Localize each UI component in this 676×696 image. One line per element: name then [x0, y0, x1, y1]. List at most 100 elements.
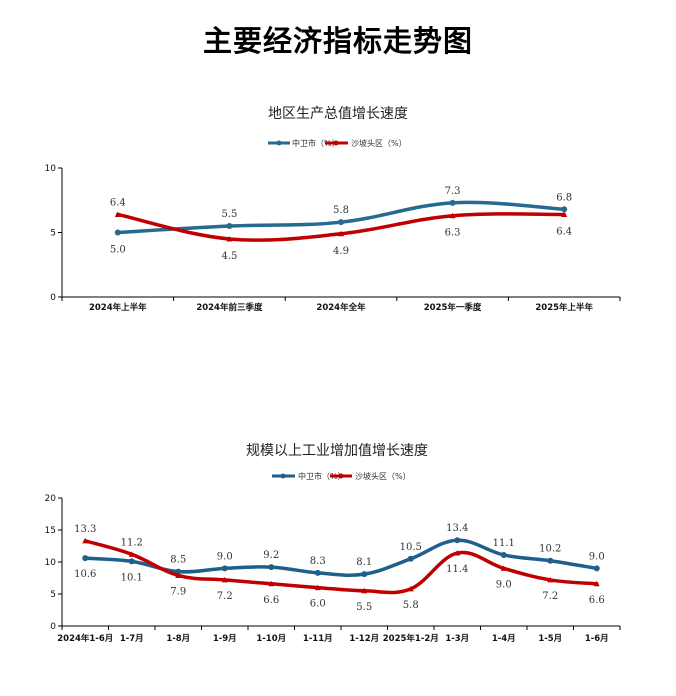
data-point — [361, 571, 368, 578]
data-label: 5.8 — [333, 205, 349, 216]
x-tick-label: 1-5月 — [538, 634, 562, 644]
data-point — [449, 212, 456, 219]
data-label: 11.2 — [121, 537, 143, 548]
legend-marker-series-1 — [280, 473, 286, 479]
data-label: 13.3 — [74, 524, 96, 535]
x-tick-label: 1-9月 — [213, 634, 237, 644]
data-point — [561, 206, 568, 213]
data-point — [128, 551, 135, 557]
x-tick-label: 2024年前三季度 — [196, 302, 263, 313]
data-label: 8.3 — [310, 556, 326, 567]
data-point — [361, 587, 368, 594]
data-point — [221, 576, 228, 583]
data-label: 4.5 — [221, 251, 237, 262]
data-point — [500, 551, 507, 558]
x-tick-label: 2025年一季度 — [424, 302, 482, 313]
data-point — [407, 585, 414, 592]
y-tick-label: 10 — [45, 558, 57, 568]
data-label: 10.1 — [121, 572, 143, 583]
y-tick-label: 0 — [50, 622, 56, 632]
data-label: 7.2 — [542, 591, 558, 602]
data-label: 8.1 — [356, 557, 372, 568]
data-point — [593, 580, 600, 587]
data-label: 9.0 — [496, 579, 512, 590]
data-label: 7.2 — [217, 591, 233, 602]
x-tick-label: 1-7月 — [120, 634, 144, 644]
x-tick-label: 2024年上半年 — [89, 302, 147, 313]
chart-series-lines — [114, 199, 568, 242]
data-point — [454, 537, 461, 544]
series-line-2 — [83, 539, 599, 595]
series-line-1 — [83, 538, 599, 577]
gdp-growth-chart: 地区生产总值增长速度 中卫市（%） 沙坡头区（%） 0 5 10 2024年上半年 20… — [45, 106, 621, 313]
chart-title: 地区生产总值增长速度 — [268, 106, 408, 122]
data-label: 6.3 — [445, 228, 461, 239]
data-point — [268, 564, 275, 571]
data-point — [128, 558, 135, 565]
data-point — [593, 565, 600, 572]
x-tick-label: 1-11月 — [303, 634, 333, 644]
data-label: 5.8 — [403, 600, 419, 611]
x-tick-label: 1-10月 — [256, 634, 286, 644]
data-point — [500, 565, 507, 571]
data-point — [114, 211, 121, 217]
data-label: 6.4 — [556, 226, 572, 237]
data-point — [547, 576, 554, 583]
data-point — [338, 219, 344, 226]
data-point — [547, 557, 554, 564]
data-label: 10.6 — [74, 569, 96, 580]
y-tick-label: 5 — [50, 590, 56, 600]
data-point — [221, 565, 228, 572]
x-tick-label: 1-8月 — [166, 634, 190, 644]
x-tick-label: 2025年上半年 — [535, 302, 593, 313]
data-point — [82, 555, 89, 562]
data-point — [407, 555, 414, 562]
y-tick-label: 0 — [50, 293, 56, 303]
page-title: 主要经济指标走势图 — [202, 24, 473, 58]
data-point — [338, 230, 344, 237]
chart-data-labels: 10.6 13.3 10.1 11.2 8.5 7.9 9.0 7.2 9.2 6.6 8.3 6.0… — [74, 523, 605, 613]
data-label: 8.5 — [170, 555, 186, 566]
legend-marker-series-2 — [333, 140, 339, 146]
chart-data-labels: 5.0 6.4 5.5 4.5 5.8 4.9 7.3 6.3 6.8 6.4 — [110, 186, 572, 262]
data-label: 11.4 — [446, 564, 468, 575]
y-tick-label: 10 — [45, 164, 57, 174]
data-point — [314, 584, 321, 591]
y-tick-label: 20 — [45, 494, 57, 504]
legend-label-series-2: 沙坡头区（%） — [355, 471, 411, 481]
data-label: 6.0 — [310, 599, 326, 610]
legend-label-series-2: 沙坡头区（%） — [351, 138, 407, 148]
x-tick-label: 2024年全年 — [316, 302, 366, 313]
data-point — [454, 550, 461, 556]
data-label: 6.6 — [263, 595, 279, 606]
data-label: 5.0 — [110, 245, 126, 256]
industrial-growth-chart: 规模以上工业增加值增长速度 中卫市（%） 沙坡头区（%） 0 5 10 15 20 202… — [45, 443, 621, 644]
x-tick-label: 1-3月 — [445, 634, 469, 644]
chart-axes: 0 5 10 2024年上半年 2024年前三季度 2024年全年 2025年一季度 2025… — [45, 164, 621, 313]
chart-axes: 0 5 10 15 20 2024年1-6月 1-7月 1-8月 1-9月 1-10月 1-11月 1… — [45, 494, 621, 644]
legend-marker-series-2 — [338, 473, 344, 479]
data-label: 7.9 — [170, 586, 186, 597]
data-point — [226, 223, 233, 230]
x-tick-label: 2024年1-6月 — [57, 633, 113, 644]
data-label: 7.3 — [445, 186, 461, 197]
data-label: 4.9 — [333, 246, 349, 257]
x-tick-label: 2025年1-2月 — [383, 633, 439, 644]
x-tick-label: 1-6月 — [585, 634, 609, 644]
data-point — [175, 568, 182, 575]
data-point — [226, 235, 233, 242]
data-label: 9.2 — [263, 550, 279, 561]
data-label: 5.5 — [356, 602, 372, 613]
legend-label-series-1: 中卫市（%） — [298, 471, 346, 481]
data-label: 9.0 — [589, 551, 605, 562]
chart-title: 规模以上工业增加值增长速度 — [246, 443, 428, 459]
chart-legend: 中卫市（%） 沙坡头区（%） — [268, 138, 407, 148]
data-label: 6.4 — [110, 197, 126, 208]
data-label: 9.0 — [217, 551, 233, 562]
y-tick-label: 15 — [45, 526, 56, 536]
legend-marker-series-1 — [276, 140, 282, 146]
chart-legend: 中卫市（%） 沙坡头区（%） — [272, 471, 411, 481]
data-label: 6.8 — [556, 192, 572, 203]
chart-series-lines — [82, 537, 600, 595]
data-label: 10.5 — [400, 542, 422, 553]
